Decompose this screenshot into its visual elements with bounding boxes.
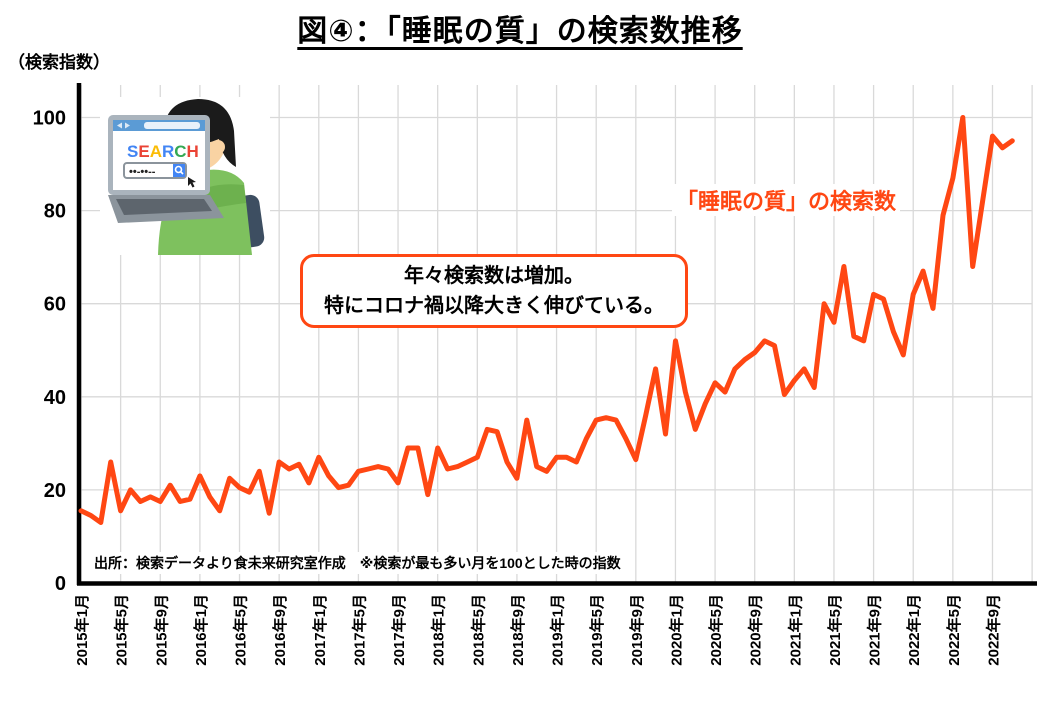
cursor-arrow-icon [188, 177, 196, 188]
annotation-line-2: 特にコロナ禍以降大きく伸びている。 [324, 295, 664, 317]
title-row: 図④：「睡眠の質」の検索数推移 [0, 6, 1040, 50]
x-tick-label: 2015年9月 [152, 594, 170, 666]
y-tick-label: 100 [33, 108, 66, 130]
magnifier-handle [179, 170, 184, 175]
person-ear [211, 140, 225, 154]
x-tick-label: 2016年1月 [192, 594, 210, 666]
y-tick-label: 40 [44, 387, 66, 409]
browser-back-icon [117, 122, 122, 129]
search-logo: SEARCH [127, 142, 199, 161]
series-label: 「睡眠の質」の検索数 [672, 184, 901, 216]
laptop-keyboard [116, 199, 212, 215]
browser-forward-icon [125, 122, 130, 129]
y-tick-label: 60 [44, 294, 66, 316]
x-tick-label: 2017年9月 [390, 594, 408, 666]
x-tick-label: 2019年5月 [588, 594, 606, 666]
x-tick-label: 2021年9月 [866, 594, 884, 666]
x-tick-label: 2016年9月 [271, 594, 289, 666]
y-tick-label: 80 [44, 201, 66, 223]
x-tick-label: 2016年5月 [232, 594, 250, 666]
browser-address-bar [144, 122, 200, 129]
x-tick-label: 2022年5月 [945, 594, 963, 666]
x-tick-label: 2017年1月 [311, 594, 329, 666]
x-tick-label: 2018年9月 [509, 594, 527, 666]
x-tick-label: 2019年9月 [628, 594, 646, 666]
x-tick-label: 2015年5月 [113, 594, 131, 666]
x-tick-label: 2021年5月 [826, 594, 844, 666]
y-axis-tick-labels: 0 20 40 60 80 100 [33, 108, 66, 596]
y-tick-label: 20 [44, 480, 66, 502]
search-volume-line [78, 115, 1015, 525]
search-box-dots: ••-••-- [129, 166, 156, 178]
magnifier-icon [174, 165, 183, 174]
x-axis-tick-labels: 2015年1月 2015年5月 2015年9月 2016年1月 2016年5月 2016年… [73, 594, 1002, 666]
annotation-line-1: 年々検索数は増加。 [404, 265, 584, 287]
x-tick-label: 2021年1月 [786, 594, 804, 666]
x-tick-label: 2018年1月 [430, 594, 448, 666]
x-tick-label: 2019年1月 [549, 594, 567, 666]
source-note: 出所：検索データより食未来研究室作成 ※検索が最も多い月を100とした時の指数 [90, 552, 625, 574]
x-tick-label: 2020年9月 [747, 594, 765, 666]
x-tick-label: 2018年5月 [469, 594, 487, 666]
y-tick-label: 0 [55, 573, 66, 595]
x-tick-label: 2022年9月 [984, 594, 1002, 666]
axes [76, 83, 1037, 586]
y-axis-unit-label: （検索指数） [8, 53, 110, 72]
x-tick-label: 2020年5月 [707, 594, 725, 666]
annotation-callout: 年々検索数は増加。 特にコロナ禍以降大きく伸びている。 [300, 254, 688, 328]
x-tick-label: 2017年5月 [350, 594, 368, 666]
person-searching-illustration: SEARCH ••-••-- [100, 97, 270, 255]
chart-title: 図④：「睡眠の質」の検索数推移 [297, 15, 743, 48]
x-tick-label: 2022年1月 [905, 594, 923, 666]
x-tick-label: 2020年1月 [667, 594, 685, 666]
search-box [123, 162, 187, 179]
x-tick-label: 2015年1月 [73, 594, 91, 666]
